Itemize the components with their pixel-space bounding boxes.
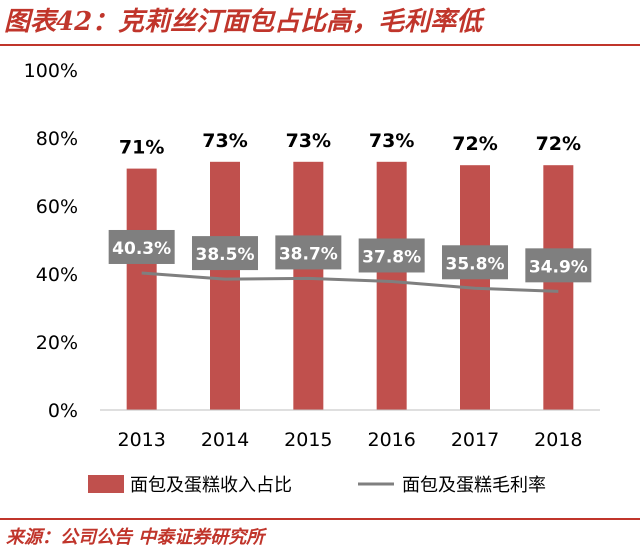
line-data-label: 37.8% — [362, 247, 421, 267]
x-tick-label: 2013 — [117, 429, 165, 451]
y-tick-label: 60% — [36, 196, 78, 218]
line-series: 40.3% 38.5% 38.7% 37.8% 35.8% 34.9% — [108, 229, 592, 293]
legend-label-bar: 面包及蛋糕收入占比 — [130, 475, 292, 496]
legend: 面包及蛋糕收入占比 面包及蛋糕毛利率 — [88, 475, 546, 496]
line-data-label: 38.5% — [196, 245, 255, 265]
bar-data-label: 73% — [369, 130, 414, 152]
bar-series: 71% 73% 73% 73% 72% 72% — [119, 130, 581, 410]
line-label-box — [275, 235, 342, 270]
bar-data-label: 73% — [286, 130, 331, 152]
y-tick-label: 100% — [24, 60, 78, 82]
bar — [376, 161, 407, 410]
x-tick-label: 2018 — [534, 429, 582, 451]
bar-data-label: 73% — [202, 130, 247, 152]
bar — [210, 161, 240, 410]
line-data-label: 38.7% — [279, 244, 338, 264]
bar-data-label: 71% — [119, 137, 164, 159]
source-note: 来源：公司公告 中泰证券研究所 — [6, 527, 265, 548]
line-label-box — [192, 236, 258, 271]
line-path — [141, 271, 559, 293]
x-tick-label: 2017 — [451, 429, 499, 451]
x-tick-label: 2016 — [367, 429, 415, 451]
y-tick-label: 20% — [36, 332, 78, 354]
chart-svg: 0% 20% 40% 60% 80% 100% 71% 73% 73% 73% 72% 72% 40… — [24, 60, 600, 496]
bar — [543, 165, 574, 410]
bar — [126, 168, 157, 410]
bar-data-label: 72% — [452, 133, 497, 155]
chart-title: 图表42：克莉丝汀面包占比高，毛利率低 — [4, 7, 483, 37]
line-data-label: 40.3% — [112, 239, 171, 259]
bar-data-label: 72% — [536, 133, 581, 155]
title-rule — [0, 44, 640, 46]
x-tick-label: 2014 — [201, 429, 249, 451]
y-tick-label: 0% — [48, 400, 78, 422]
source-rule — [0, 518, 640, 520]
legend-swatch-bar — [88, 475, 124, 493]
line-data-label: 34.9% — [529, 257, 588, 277]
line-label-box — [525, 248, 592, 283]
line-data-label: 35.8% — [446, 254, 505, 274]
y-axis: 0% 20% 40% 60% 80% 100% — [24, 60, 78, 422]
line-label-box — [358, 238, 425, 273]
x-axis: 2013 2014 2015 2016 2017 2018 — [100, 409, 600, 451]
line-label-box — [108, 229, 175, 264]
bar — [293, 161, 324, 410]
y-tick-label: 40% — [36, 264, 78, 286]
x-tick-label: 2015 — [284, 429, 332, 451]
legend-label-line: 面包及蛋糕毛利率 — [402, 475, 546, 496]
y-tick-label: 80% — [36, 128, 78, 150]
line-label-box — [442, 245, 508, 280]
